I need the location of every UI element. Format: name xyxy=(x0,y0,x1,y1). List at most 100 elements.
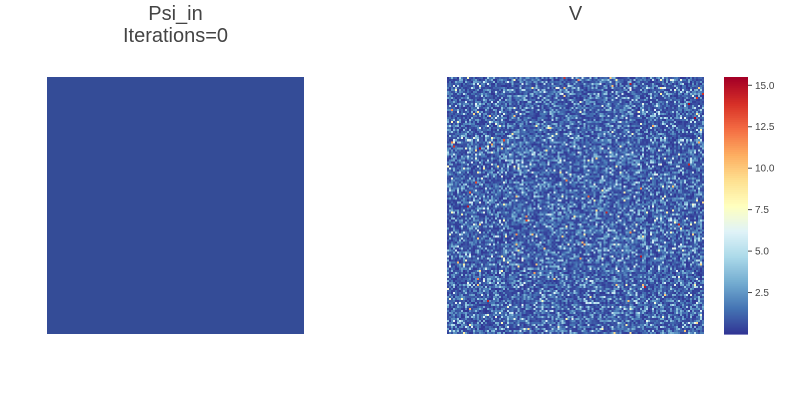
colorbar-segment xyxy=(724,253,748,257)
colorbar-segment xyxy=(724,79,748,82)
colorbar-segment xyxy=(724,137,748,140)
colorbar-segment xyxy=(724,311,748,315)
colorbar-segment xyxy=(724,271,748,275)
colorbar-segment xyxy=(724,219,748,223)
colorbar-segment xyxy=(724,125,748,128)
colorbar-segment xyxy=(724,227,748,231)
colorbar-segment xyxy=(724,101,748,104)
colorbar-segment xyxy=(724,99,748,102)
colorbar-segment xyxy=(724,225,748,229)
colorbar-segment xyxy=(724,199,748,203)
colorbar-segment xyxy=(724,237,748,241)
colorbar-segment xyxy=(724,283,748,287)
colorbar-segment xyxy=(724,281,748,285)
colorbar-svg: 2.5 5.0 7.5 10.0 12.5 15.0 xyxy=(724,77,775,335)
colorbar-segment xyxy=(724,289,748,293)
colorbar-segment xyxy=(724,319,748,323)
colorbar-segment xyxy=(724,95,748,98)
colorbar-segment xyxy=(724,249,748,253)
colorbar-segment xyxy=(724,309,748,313)
colorbar-segment xyxy=(724,191,748,195)
colorbar-segment xyxy=(724,119,748,122)
colorbar-segment xyxy=(724,105,748,108)
colorbar-segment xyxy=(724,139,748,142)
colorbar-segment xyxy=(724,235,748,239)
colorbar-segment xyxy=(724,149,748,152)
colorbar-segment xyxy=(724,205,748,209)
colorbar-segment xyxy=(724,215,748,219)
colorbar-segment xyxy=(724,275,748,279)
colorbar-segment xyxy=(724,243,748,247)
colorbar-segment xyxy=(724,129,748,132)
colorbar-segment xyxy=(724,145,748,148)
colorbar-segment xyxy=(724,173,748,176)
colorbar-segment xyxy=(724,261,748,265)
colorbar-segment xyxy=(724,263,748,267)
colorbar-segment xyxy=(724,157,748,160)
colorbar-segment xyxy=(724,295,748,299)
colorbar-segment xyxy=(724,103,748,106)
colorbar-segment xyxy=(724,155,748,158)
colorbar-segment xyxy=(724,241,748,245)
colorbar-segment xyxy=(724,81,748,84)
colorbar-segment xyxy=(724,89,748,92)
colorbar-segment xyxy=(724,203,748,207)
colorbar-segment xyxy=(724,109,748,112)
colorbar-segment xyxy=(724,323,748,327)
colorbar-segment xyxy=(724,317,748,321)
colorbar-segment xyxy=(724,131,748,134)
colorbar-segment xyxy=(724,77,748,80)
colorbar-segment xyxy=(724,195,748,199)
colorbar-segment xyxy=(724,193,748,197)
colorbar-segment xyxy=(724,151,748,154)
colorbar-segment xyxy=(724,179,748,183)
colorbar-segment xyxy=(724,299,748,303)
colorbar-segment xyxy=(724,273,748,277)
colorbar-tick-label: 15.0 xyxy=(755,81,775,92)
left-title-line1: Psi_in xyxy=(148,3,203,25)
v-heatmap-canvas xyxy=(447,77,704,334)
colorbar-segment xyxy=(724,247,748,251)
colorbar-segment xyxy=(724,291,748,295)
colorbar-segment xyxy=(724,287,748,291)
colorbar-segment xyxy=(724,211,748,215)
colorbar-segment xyxy=(724,167,748,170)
left-title-line2: Iterations=0 xyxy=(122,25,229,47)
colorbar-segment xyxy=(724,121,748,124)
colorbar-segment xyxy=(724,185,748,189)
colorbar-segment xyxy=(724,327,748,331)
colorbar: 2.5 5.0 7.5 10.0 12.5 15.0 xyxy=(724,77,775,335)
colorbar-segment xyxy=(724,85,748,88)
colorbar-segment xyxy=(724,255,748,259)
colorbar-segment xyxy=(724,169,748,172)
colorbar-segment xyxy=(724,97,748,100)
colorbar-segment xyxy=(724,201,748,205)
colorbar-segment xyxy=(724,83,748,86)
colorbar-segment xyxy=(724,305,748,309)
colorbar-segment xyxy=(724,245,748,249)
colorbar-tick-label: 5.0 xyxy=(755,247,769,258)
colorbar-tick-label: 12.5 xyxy=(755,122,775,133)
colorbar-tick-label: 7.5 xyxy=(755,205,769,216)
colorbar-segment xyxy=(724,127,748,130)
colorbar-segment xyxy=(724,113,748,116)
colorbar-segment xyxy=(724,229,748,233)
colorbar-segment xyxy=(724,301,748,305)
colorbar-segment xyxy=(724,183,748,187)
colorbar-segment xyxy=(724,197,748,201)
colorbar-segment xyxy=(724,307,748,311)
colorbar-segment xyxy=(724,239,748,243)
colorbar-segment xyxy=(724,159,748,162)
colorbar-segment xyxy=(724,165,748,168)
colorbar-segment xyxy=(724,189,748,193)
colorbar-segment xyxy=(724,207,748,211)
colorbar-segment xyxy=(724,147,748,150)
colorbar-tick-label: 10.0 xyxy=(755,164,775,175)
colorbar-segment xyxy=(724,161,748,164)
colorbar-segment xyxy=(724,123,748,126)
colorbar-segment xyxy=(724,115,748,118)
colorbar-segment xyxy=(724,313,748,317)
colorbar-segment xyxy=(724,221,748,225)
colorbar-segment xyxy=(724,117,748,120)
colorbar-segment xyxy=(724,259,748,263)
